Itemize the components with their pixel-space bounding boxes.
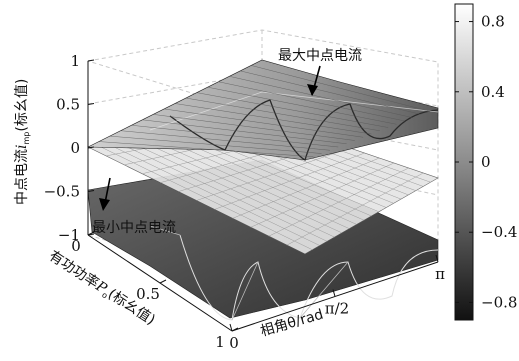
x-tick-mark xyxy=(159,279,167,284)
z-tick-label: −0.5 xyxy=(44,183,80,201)
y-tick-label: π xyxy=(435,265,445,283)
x-axis-ticks: 00.51 xyxy=(71,231,239,351)
y-tick-mark xyxy=(332,289,336,297)
annotation-min-label: 最小中点电流 xyxy=(92,220,176,236)
x-tick-mark xyxy=(231,327,239,332)
lower-surface xyxy=(87,159,439,321)
z-tick-label: 0.5 xyxy=(56,96,80,114)
y-tick-mark xyxy=(435,254,439,263)
colorbar-tick-label: 0.4 xyxy=(481,83,505,101)
z-axis-ticks: 1 0.5 0 −0.5 −1 xyxy=(44,52,95,244)
x-tick-mark xyxy=(87,231,95,236)
x-tick-label: 0 xyxy=(71,237,81,255)
colorbar: 0.8 0.4 0 −0.4 −0.8 xyxy=(454,3,517,321)
colorbar-tick-label: −0.8 xyxy=(481,293,517,311)
z-tick-label: 1 xyxy=(70,52,80,70)
y-tick-label: π/2 xyxy=(325,300,349,318)
z-tick-mark xyxy=(87,146,95,149)
upper-surface xyxy=(87,59,439,161)
annotation-min: 最小中点电流 xyxy=(92,177,176,236)
z-tick-mark xyxy=(87,190,95,192)
colorbar-tick-label: 0 xyxy=(481,153,491,171)
annotation-max-label: 最大中点电流 xyxy=(278,48,362,64)
zero-plane xyxy=(87,117,439,255)
z-tick-label: −1 xyxy=(58,226,80,244)
y-tick-label: 0 xyxy=(229,334,239,352)
z-axis-label: 中点电流imp(标幺值) xyxy=(14,79,31,205)
colorbar-tick-label: 0.8 xyxy=(481,13,505,31)
y-axis-label: 相角θ/rad xyxy=(259,307,325,340)
z-tick-label: 0 xyxy=(70,139,80,157)
y-axis-ticks: 0 π/2 π xyxy=(229,254,445,352)
x-tick-label: 1 xyxy=(215,333,225,351)
colorbar-tick-label: −0.4 xyxy=(481,223,517,241)
x-tick-label: 0.5 xyxy=(136,285,160,303)
colorbar-ticks: 0.8 0.4 0 −0.4 −0.8 xyxy=(455,13,517,311)
annotation-max: 最大中点电流 xyxy=(278,48,362,96)
z-tick-mark xyxy=(87,59,95,62)
y-tick-mark xyxy=(229,323,233,332)
z-tick-mark xyxy=(87,103,95,105)
